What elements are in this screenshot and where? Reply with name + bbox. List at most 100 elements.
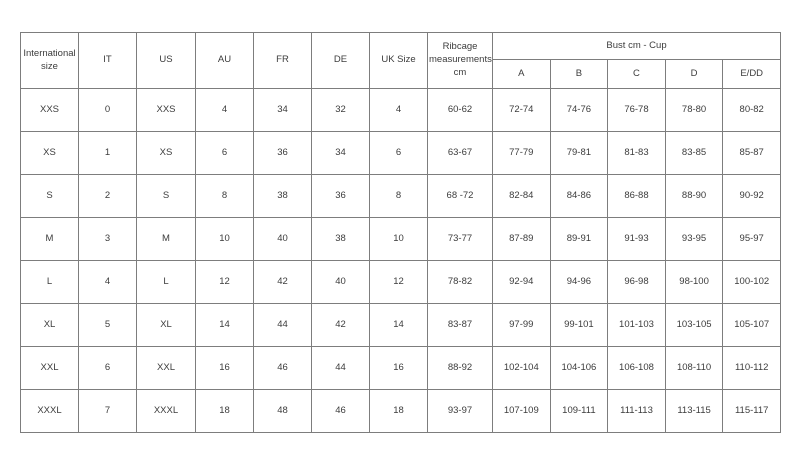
cell-us: XXXL <box>136 389 196 433</box>
cell-fr: 38 <box>253 174 312 218</box>
cell-fr: 44 <box>253 303 312 347</box>
cell-us: XXL <box>136 346 196 390</box>
column-header-us: US <box>136 32 196 89</box>
table-row: L 4 L 12 42 40 12 78-82 92-94 94-96 96-9… <box>20 260 782 304</box>
cell-ribcage: 68 -72 <box>427 174 493 218</box>
cell-us: XL <box>136 303 196 347</box>
cell-de: 38 <box>311 217 370 261</box>
cell-cup-a: 97-99 <box>492 303 551 347</box>
cell-us: S <box>136 174 196 218</box>
cell-international-size: L <box>20 260 79 304</box>
cell-it: 4 <box>78 260 137 304</box>
cell-us: XXS <box>136 88 196 132</box>
cell-cup-c: 81-83 <box>607 131 666 175</box>
cell-cup-a: 87-89 <box>492 217 551 261</box>
cell-fr: 40 <box>253 217 312 261</box>
cell-au: 8 <box>195 174 254 218</box>
cell-international-size: M <box>20 217 79 261</box>
cell-ribcage: 60-62 <box>427 88 493 132</box>
cell-au: 6 <box>195 131 254 175</box>
cell-de: 40 <box>311 260 370 304</box>
cell-de: 44 <box>311 346 370 390</box>
cell-international-size: XL <box>20 303 79 347</box>
cell-cup-c: 76-78 <box>607 88 666 132</box>
table-row: XL 5 XL 14 44 42 14 83-87 97-99 99-101 1… <box>20 303 782 347</box>
table-row: XS 1 XS 6 36 34 6 63-67 77-79 79-81 81-8… <box>20 131 782 175</box>
cell-cup-c: 111-113 <box>607 389 666 433</box>
column-header-cup-b: B <box>549 59 609 89</box>
cell-cup-c: 86-88 <box>607 174 666 218</box>
cell-international-size: S <box>20 174 79 218</box>
column-group-header-bust-cup: Bust cm - Cup <box>491 32 782 60</box>
cell-cup-b: 104-106 <box>549 346 609 390</box>
header-row-cup-sizes: A B C D E/DD <box>21 59 782 89</box>
column-header-international-size: International size <box>20 32 79 89</box>
column-header-uk-size: UK Size <box>369 32 428 89</box>
cell-cup-b: 94-96 <box>549 260 609 304</box>
cell-cup-a: 107-109 <box>492 389 551 433</box>
column-header-de: DE <box>311 32 370 89</box>
column-header-au: AU <box>195 32 254 89</box>
cell-cup-d: 113-115 <box>664 389 724 433</box>
cell-cup-edd: 80-82 <box>722 88 782 132</box>
cell-cup-edd: 115-117 <box>722 389 782 433</box>
cell-cup-a: 92-94 <box>492 260 551 304</box>
cell-cup-b: 74-76 <box>549 88 609 132</box>
cell-international-size: XXL <box>20 346 79 390</box>
cell-us: L <box>136 260 196 304</box>
cell-it: 5 <box>78 303 137 347</box>
column-header-ribcage-measurements: Ribcage measurements cm <box>427 32 493 89</box>
cell-cup-d: 103-105 <box>664 303 724 347</box>
cell-cup-edd: 105-107 <box>722 303 782 347</box>
cell-cup-b: 79-81 <box>549 131 609 175</box>
column-header-cup-c: C <box>607 59 666 89</box>
table-row: XXXL 7 XXXL 18 48 46 18 93-97 107-109 10… <box>20 389 782 433</box>
cell-ribcage: 93-97 <box>427 389 493 433</box>
cell-cup-edd: 85-87 <box>722 131 782 175</box>
cell-de: 34 <box>311 131 370 175</box>
cell-it: 7 <box>78 389 137 433</box>
cell-cup-c: 101-103 <box>607 303 666 347</box>
cell-uk-size: 10 <box>369 217 428 261</box>
table-body: XXS 0 XXS 4 34 32 4 60-62 72-74 74-76 76… <box>20 88 782 433</box>
table-row: M 3 M 10 40 38 10 73-77 87-89 89-91 91-9… <box>20 217 782 261</box>
table-header: International size IT US AU FR DE UK Siz… <box>20 32 782 89</box>
cell-de: 36 <box>311 174 370 218</box>
cell-au: 18 <box>195 389 254 433</box>
cell-uk-size: 14 <box>369 303 428 347</box>
cell-au: 14 <box>195 303 254 347</box>
cell-cup-edd: 95-97 <box>722 217 782 261</box>
cell-fr: 48 <box>253 389 312 433</box>
cell-cup-b: 84-86 <box>549 174 609 218</box>
cell-cup-edd: 100-102 <box>722 260 782 304</box>
cell-ribcage: 78-82 <box>427 260 493 304</box>
cell-cup-a: 82-84 <box>492 174 551 218</box>
table-row: XXL 6 XXL 16 46 44 16 88-92 102-104 104-… <box>20 346 782 390</box>
cell-it: 2 <box>78 174 137 218</box>
cell-au: 4 <box>195 88 254 132</box>
cell-cup-a: 72-74 <box>492 88 551 132</box>
cell-us: XS <box>136 131 196 175</box>
cell-cup-edd: 90-92 <box>722 174 782 218</box>
size-conversion-table: International size IT US AU FR DE UK Siz… <box>20 32 782 433</box>
table-row: S 2 S 8 38 36 8 68 -72 82-84 84-86 86-88… <box>20 174 782 218</box>
cell-uk-size: 18 <box>369 389 428 433</box>
cell-cup-d: 108-110 <box>664 346 724 390</box>
cell-uk-size: 8 <box>369 174 428 218</box>
cell-au: 16 <box>195 346 254 390</box>
cell-ribcage: 88-92 <box>427 346 493 390</box>
cell-fr: 36 <box>253 131 312 175</box>
column-header-cup-d: D <box>664 59 724 89</box>
column-header-fr: FR <box>253 32 312 89</box>
cell-it: 3 <box>78 217 137 261</box>
cell-cup-d: 98-100 <box>664 260 724 304</box>
cell-cup-d: 88-90 <box>664 174 724 218</box>
column-header-it: IT <box>78 32 137 89</box>
column-header-cup-edd: E/DD <box>722 59 782 89</box>
cell-uk-size: 16 <box>369 346 428 390</box>
cell-international-size: XXXL <box>20 389 79 433</box>
cell-au: 12 <box>195 260 254 304</box>
cell-uk-size: 6 <box>369 131 428 175</box>
cell-it: 6 <box>78 346 137 390</box>
cell-cup-d: 93-95 <box>664 217 724 261</box>
